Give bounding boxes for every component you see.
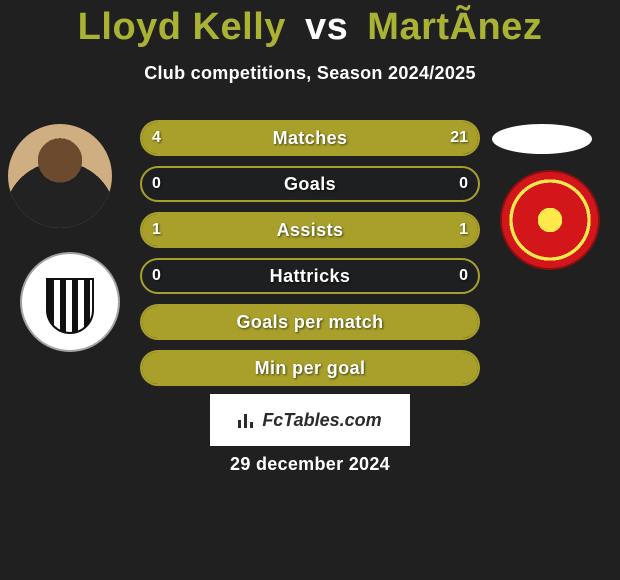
stat-label: Goals [142,168,478,200]
stat-label: Assists [142,214,478,246]
barchart-icon [238,412,258,428]
player1-photo [8,124,112,228]
stat-row: Min per goal [140,350,480,386]
stat-value-left: 4 [152,122,161,154]
date: 29 december 2024 [0,454,620,475]
player1-club-badge [20,252,120,352]
stat-value-left: 1 [152,214,161,246]
newcastle-badge-icon [30,262,110,342]
stat-label: Matches [142,122,478,154]
stat-value-right: 0 [459,168,468,200]
stat-value-right: 21 [450,122,468,154]
stat-value-left: 0 [152,168,161,200]
stat-value-left: 0 [152,260,161,292]
page-title: Lloyd Kelly vs MartÃ­nez [0,0,620,49]
stats-container: Matches421Goals00Assists11Hattricks00Goa… [140,120,480,396]
player2-club-badge [500,170,600,270]
stat-value-right: 1 [459,214,468,246]
stat-row: Assists1 1 [140,212,480,248]
stat-row: Matches4 21 [140,120,480,156]
player-silhouette-icon [8,124,112,228]
stat-label: Min per goal [142,352,478,384]
watermark: FcTables.com [210,394,410,446]
stat-row: Goals per match [140,304,480,340]
title-player2: MartÃ­nez [367,6,542,48]
stat-row: Hattricks0 0 [140,258,480,294]
stat-row: Goals0 0 [140,166,480,202]
subtitle: Club competitions, Season 2024/2025 [0,63,620,84]
title-vs: vs [305,6,348,48]
stat-value-right: 0 [459,260,468,292]
player2-photo-placeholder [492,124,592,154]
stat-label: Goals per match [142,306,478,338]
watermark-text: FcTables.com [262,410,381,431]
stat-label: Hattricks [142,260,478,292]
title-player1: Lloyd Kelly [78,6,286,48]
